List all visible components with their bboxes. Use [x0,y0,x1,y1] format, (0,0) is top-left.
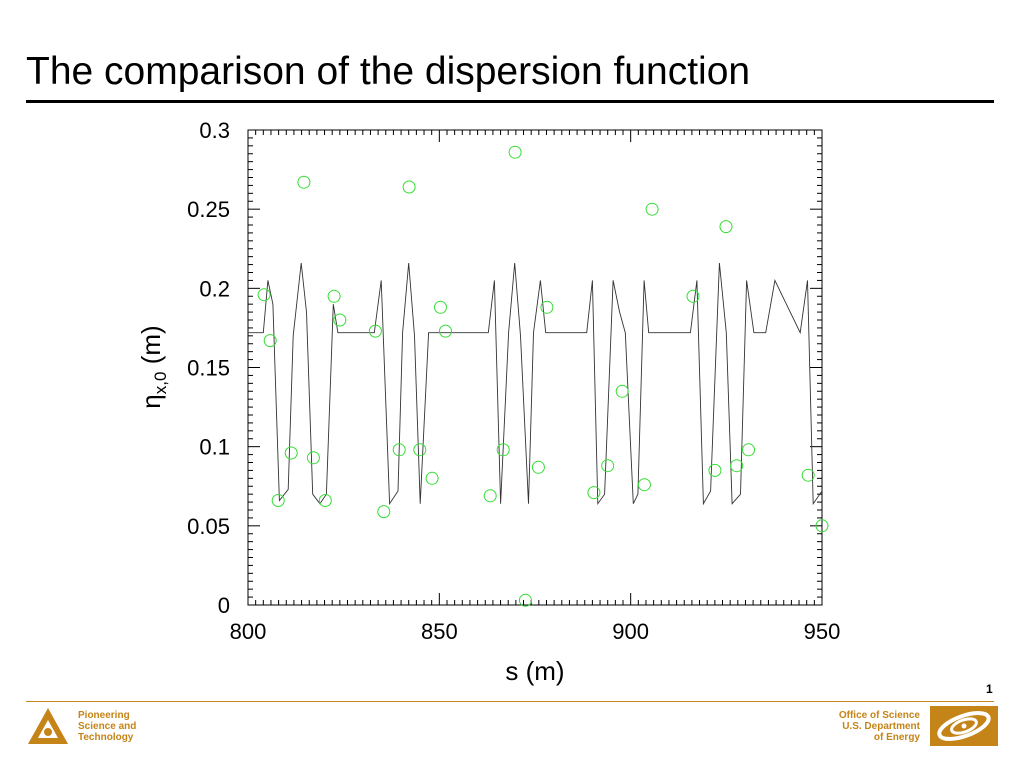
y-tick-label: 0.05 [187,514,230,539]
data-point [402,180,416,194]
footer-office-line: U.S. Department [842,721,920,732]
data-point [297,175,311,189]
footer-office-line: Office of Science [838,710,920,721]
y-axis-subscript: x,0 [151,372,170,395]
y-tick-label: 0.3 [199,118,230,143]
data-point [327,289,341,303]
x-tick-label: 800 [230,619,267,644]
data-point [306,451,320,465]
data-point [730,459,744,473]
data-point [801,468,815,482]
data-point [368,324,382,338]
dispersion-chart: 800 850 900 950 0 0.05 0.1 0.15 0.2 0.25 0.3 s (m)… [136,118,840,686]
lattice-dispersion-line [248,262,823,506]
footer-tagline-line: Science and [78,721,137,732]
plot-frame [247,129,823,606]
footer-office: Office of Science U.S. Department of Ene… [839,710,920,743]
data-point [333,313,347,327]
data-point [815,519,829,533]
y-tick-label: 0.1 [199,435,230,460]
title-underline [26,100,994,103]
data-point [271,494,285,507]
data-point [496,443,510,457]
data-point [742,443,755,457]
data-point [425,471,439,485]
data-point [434,300,447,314]
x-axis-label: s (m) [505,656,564,686]
y-axis-unit: (m) [136,325,166,364]
y-tick-label: 0.15 [187,356,230,381]
measured-dispersion-markers [257,145,829,607]
y-tick-label: 0 [218,593,230,618]
y-axis-symbol: η [136,394,166,408]
data-point [637,478,651,492]
x-tick-label: 900 [612,619,649,644]
y-axis-label: ηx,0 (m) [136,325,170,408]
data-point [439,324,452,338]
data-point [587,486,601,500]
data-point [719,220,733,234]
footer-rule [26,701,994,702]
data-point [392,443,406,457]
data-point [318,494,332,507]
tick-labels: 800 850 900 950 0 0.05 0.1 0.15 0.2 0.25 0.3 [187,118,840,644]
data-point [377,505,391,519]
data-point [413,443,427,457]
page-number: 1 [986,682,993,696]
data-point [284,446,298,460]
axis-ticks [247,129,823,606]
data-point [645,202,659,216]
y-tick-label: 0.2 [199,276,230,301]
doe-office-of-science-logo-icon [930,706,998,746]
slide-title: The comparison of the dispersion functio… [26,50,751,93]
footer-office-line: of Energy [873,732,920,743]
x-tick-label: 950 [804,619,841,644]
data-point [531,460,545,474]
footer-tagline: Pioneering Science and Technology [78,710,136,743]
data-point [540,300,554,314]
data-point [508,145,522,159]
data-point [615,384,629,398]
data-point [686,289,700,303]
x-tick-label: 850 [421,619,458,644]
footer-tagline-line: Technology [78,732,134,743]
y-tick-label: 0.25 [187,197,230,222]
data-point [263,334,277,348]
dispersion-line [248,262,823,506]
data-point [257,288,271,302]
plot-border [247,129,823,606]
footer-tagline-line: Pioneering [78,710,130,721]
data-point [483,489,497,503]
data-point [708,463,722,477]
data-point [601,459,615,473]
argonne-logo-icon [28,708,68,744]
data-point [518,593,532,607]
